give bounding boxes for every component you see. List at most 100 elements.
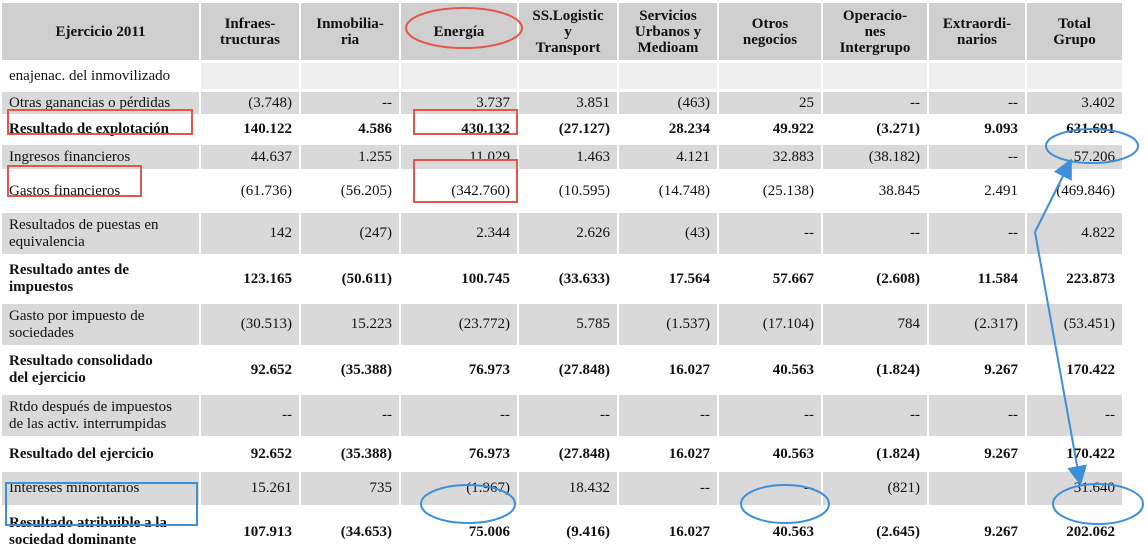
cell-value: 4.822 [1027,213,1122,254]
header-column: Extraordi-narios [929,3,1025,60]
table-row: Resultado atribuible a la sociedad domina… [2,508,1122,556]
cell-value: (35.388) [301,439,399,469]
cell-value: 3.737 [401,92,517,114]
cell-value: 4.586 [301,117,399,142]
cell-value: 40.563 [719,508,821,556]
row-label: Resultado del ejercicio [2,439,199,469]
cell-value: -- [1027,395,1122,436]
cell-value: 140.122 [201,117,299,142]
cell-value: (9.416) [519,508,617,556]
cell-value: 18.432 [519,472,617,505]
cell-value [301,63,399,89]
cell-value: -- [519,395,617,436]
cell-value [1027,63,1122,89]
cell-value: 430.132 [401,117,517,142]
cell-value: (2.645) [823,508,927,556]
cell-value: (17.104) [719,304,821,345]
cell-value: 3.851 [519,92,617,114]
cell-value [201,63,299,89]
row-label: Gasto por impuesto de sociedades [2,304,199,345]
cell-value: 2.626 [519,213,617,254]
cell-value: -- [401,395,517,436]
cell-value: 28.234 [619,117,717,142]
cell-value: (23.772) [401,304,517,345]
table-row: Gasto por impuesto de sociedades (30.513) 1… [2,304,1122,345]
cell-value: 3.402 [1027,92,1122,114]
cell-value: 1.255 [301,145,399,169]
cell-value: (3.748) [201,92,299,114]
row-label: Resultados de puestas en equivalencia [2,213,199,254]
cell-value: 11.584 [929,257,1025,301]
table-row: Resultado del ejercicio 92.652 (35.388) 76.… [2,439,1122,469]
row-label: enajenac. del inmovilizado [2,63,199,89]
row-label: Gastos financieros [2,172,199,210]
table-row: Ingresos financieros 44.637 1.255 11.029 1.4… [2,145,1122,169]
cell-value [719,63,821,89]
cell-value: 57.667 [719,257,821,301]
row-label: Intereses minoritarios [2,472,199,505]
cell-value: 75.006 [401,508,517,556]
cell-value: -- [823,395,927,436]
cell-value: (33.633) [519,257,617,301]
cell-value: -- [823,92,927,114]
cell-value: 92.652 [201,439,299,469]
cell-value: (463) [619,92,717,114]
cell-value: 40.563 [719,348,821,392]
cell-value: (27.848) [519,348,617,392]
header-period: Ejercicio 2011 [2,3,199,60]
cell-value: 735 [301,472,399,505]
cell-value: 5.785 [519,304,617,345]
header-column: SS.Logistic y Transport [519,3,617,60]
table-row: Resultado antes de impuestos 123.165 (50.61… [2,257,1122,301]
cell-value: 17.564 [619,257,717,301]
cell-value: 40.563 [719,439,821,469]
cell-value: 100.745 [401,257,517,301]
cell-value: (3.271) [823,117,927,142]
cell-value: (27.848) [519,439,617,469]
cell-value: (469.846) [1027,172,1122,210]
cell-value [619,63,717,89]
cell-value: 15.261 [201,472,299,505]
table-row: Resultado de explotación 140.122 4.586 430.… [2,117,1122,142]
cell-value: (35.388) [301,348,399,392]
cell-value: 16.027 [619,348,717,392]
cell-value [519,63,617,89]
cell-value: (821) [823,472,927,505]
header-column: Infraes-tructuras [201,3,299,60]
header-column: Servicios Urbanos y Medioam [619,3,717,60]
cell-value: 57.206 [1027,145,1122,169]
cell-value: 1.463 [519,145,617,169]
cell-value: 16.027 [619,508,717,556]
cell-value: 223.873 [1027,257,1122,301]
table-row: Rtdo después de impuestos de las activ. i… [2,395,1122,436]
row-label: Resultado antes de impuestos [2,257,199,301]
cell-value: 202.062 [1027,508,1122,556]
cell-value: 32.883 [719,145,821,169]
table-row: enajenac. del inmovilizado [2,63,1122,89]
cell-value: 9.267 [929,508,1025,556]
cell-value: 15.223 [301,304,399,345]
cell-value: -- [929,92,1025,114]
cell-value: (34.653) [301,508,399,556]
cell-value: -- [719,395,821,436]
cell-value: -- [619,472,717,505]
cell-value: 92.652 [201,348,299,392]
cell-value: (61.736) [201,172,299,210]
cell-value: -- [823,213,927,254]
cell-value: 9.093 [929,117,1025,142]
cell-value: -- [929,395,1025,436]
cell-value: 9.267 [929,348,1025,392]
cell-value: -- [301,92,399,114]
cell-value: 49.922 [719,117,821,142]
cell-value: (30.513) [201,304,299,345]
header-column: Inmobilia-ria [301,3,399,60]
table-row: Intereses minoritarios 15.261 735 (1.967) 18… [2,472,1122,505]
cell-value: 16.027 [619,439,717,469]
row-label: Resultado consolidado del ejercicio [2,348,199,392]
cell-value: 38.845 [823,172,927,210]
cell-value: 2.491 [929,172,1025,210]
cell-value: (56.205) [301,172,399,210]
cell-value: 2.344 [401,213,517,254]
cell-value: 631.691 [1027,117,1122,142]
cell-value: 25 [719,92,821,114]
